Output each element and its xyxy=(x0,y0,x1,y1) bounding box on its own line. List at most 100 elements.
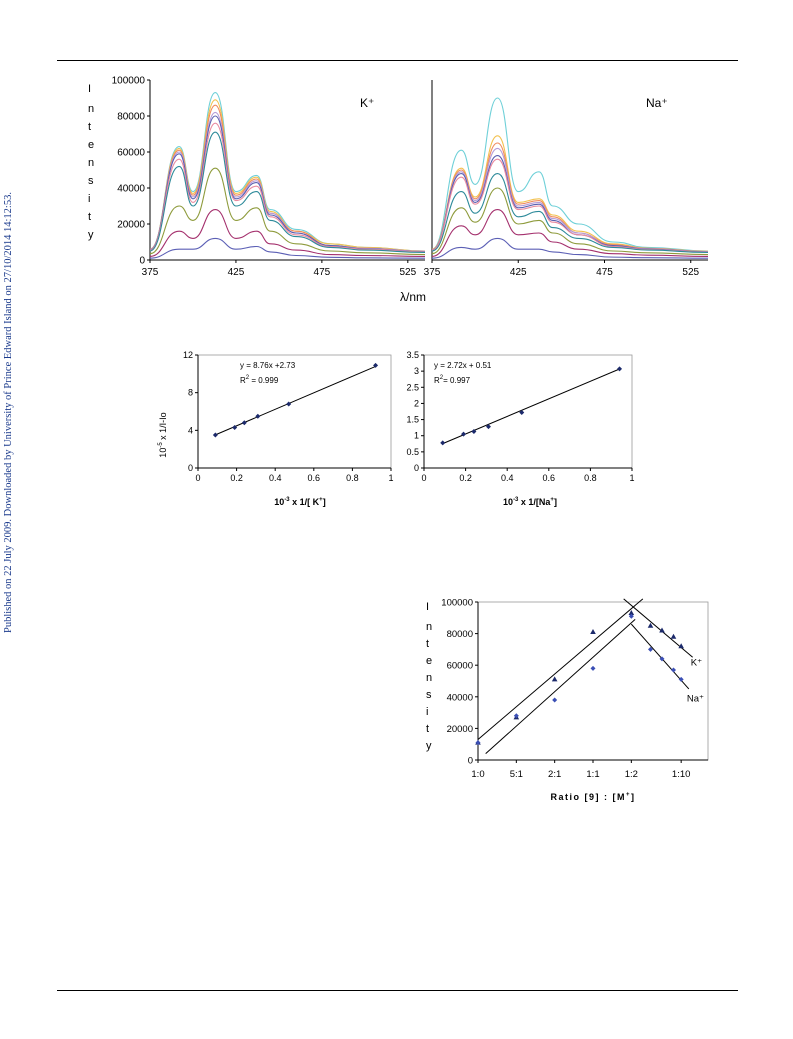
spectrum-series-8 xyxy=(431,187,709,256)
na-fit-equation: y = 2.72x + 0.51 xyxy=(434,361,492,370)
na-data-point xyxy=(475,740,481,746)
ylabel-letter-i: I xyxy=(88,83,91,95)
data-point xyxy=(471,429,477,435)
k-data-point xyxy=(590,629,596,635)
download-notice: Published on 22 July 2009. Downloaded by… xyxy=(3,192,14,633)
x-tick-label: 0 xyxy=(421,473,426,483)
x-tick-label: 0.4 xyxy=(269,473,282,483)
data-point xyxy=(617,366,623,372)
svg-text:t: t xyxy=(426,723,429,735)
na-data-point xyxy=(659,656,665,662)
na-data-point xyxy=(628,613,634,619)
spectrum-series-5 xyxy=(149,115,426,253)
data-point xyxy=(461,431,467,437)
ylabel-letter-y: y xyxy=(88,229,94,241)
spectrum-series-3 xyxy=(431,142,709,253)
x-tick-label: 1:1 xyxy=(586,769,599,780)
x-tick-label: 475 xyxy=(596,267,613,278)
x-tick-label: 0.2 xyxy=(459,473,472,483)
spectrum-series-6 xyxy=(431,158,709,253)
svg-text:y: y xyxy=(426,740,432,752)
spectrum-series-10 xyxy=(149,237,426,259)
job-plot-chart: I n t e n s i t y Ratio [9] : [M+] 0 2000… xyxy=(426,598,709,802)
spectra-panel-na: Na⁺ 375 425 475 525 xyxy=(424,80,709,278)
x-tick-label: 375 xyxy=(142,267,159,278)
k-data-point xyxy=(678,643,684,649)
y-tick-label: 40000 xyxy=(117,184,145,195)
y-tick-label: 40000 xyxy=(447,692,473,703)
x-tick-label: 0.8 xyxy=(584,473,597,483)
na-fit-r2: R2= 0.997 xyxy=(434,375,471,385)
series-label-k: K⁺ xyxy=(691,658,702,669)
job-ylabel: I n t e n s i t y xyxy=(426,601,432,752)
fit-line xyxy=(215,365,376,436)
y-tick-label: 0 xyxy=(414,463,419,473)
svg-text:e: e xyxy=(426,655,432,667)
data-point xyxy=(241,420,247,426)
k-fit-ylabel: 10-5 x 1/I-Io xyxy=(158,412,168,457)
series-label-na: Na⁺ xyxy=(687,693,704,704)
x-tick-label: 525 xyxy=(399,267,416,278)
svg-text:t: t xyxy=(426,638,429,650)
intensity-axis-title: I n t e n s i t y xyxy=(88,83,94,241)
y-tick-label: 1.5 xyxy=(406,415,419,425)
header-rule xyxy=(57,60,738,61)
y-tick-label: 0 xyxy=(188,463,193,473)
y-tick-label: 100000 xyxy=(112,76,146,87)
ylabel-letter-n1: n xyxy=(88,103,94,115)
svg-text:n: n xyxy=(426,621,432,633)
y-tick-label: 8 xyxy=(188,388,193,398)
ylabel-letter-t1: t xyxy=(88,121,91,133)
data-point xyxy=(255,413,261,419)
na-data-point xyxy=(513,713,519,719)
x-tick-label: 0.2 xyxy=(230,473,243,483)
plot-frame xyxy=(423,354,633,469)
panel-label-k: K⁺ xyxy=(360,96,374,110)
k-data-point xyxy=(659,627,665,633)
y-tick-label: 12 xyxy=(183,350,193,360)
x-tick-label: 375 xyxy=(424,267,441,278)
trend-line-2 xyxy=(485,619,636,755)
x-tick-label: 425 xyxy=(228,267,245,278)
na-fit-chart: y = 2.72x + 0.51 R2= 0.997 10-3 x 1/[Na+… xyxy=(406,350,634,507)
k-data-point xyxy=(647,622,654,628)
k-data-point xyxy=(628,610,635,616)
spectrum-series-7 xyxy=(149,131,426,253)
x-tick-label: 0.6 xyxy=(308,473,321,483)
ylabel-letter-s: s xyxy=(88,175,94,187)
footer-rule xyxy=(57,990,738,991)
na-data-point xyxy=(671,667,676,673)
y-tick-label: 0 xyxy=(468,756,473,767)
ylabel-letter-e: e xyxy=(88,139,94,151)
spectrum-series-5 xyxy=(431,155,709,253)
k-fit-xlabel: 10-3 x 1/[ K+] xyxy=(274,497,325,507)
x-tick-label: 5:1 xyxy=(510,769,523,780)
na-data-point xyxy=(552,697,558,703)
y-tick-label: 100000 xyxy=(441,598,473,609)
x-tick-label: 475 xyxy=(314,267,331,278)
x-tick-label: 525 xyxy=(682,267,699,278)
y-tick-label: 0.5 xyxy=(406,447,419,457)
x-tick-label: 0 xyxy=(195,473,200,483)
k-fit-r2: R2 = 0.999 xyxy=(240,375,279,385)
x-tick-label: 1:10 xyxy=(672,769,691,780)
panel-label-na: Na⁺ xyxy=(646,96,668,110)
spectrum-series-10 xyxy=(431,237,709,259)
y-tick-label: 20000 xyxy=(117,220,145,231)
x-tick-label: 2:1 xyxy=(548,769,561,780)
data-point xyxy=(485,424,491,430)
y-tick-label: 0 xyxy=(139,256,145,267)
ylabel-letter-t2: t xyxy=(88,211,91,223)
wavelength-axis-title: λ/nm xyxy=(400,290,426,304)
spectrum-series-7 xyxy=(431,173,709,253)
spectrum-series-1 xyxy=(431,97,709,252)
y-tick-label: 2 xyxy=(414,398,419,408)
job-xlabel: Ratio [9] : [M+] xyxy=(550,792,635,802)
y-tick-label: 4 xyxy=(188,425,193,435)
trend-line-3 xyxy=(623,598,693,658)
plot-frame xyxy=(477,601,709,761)
na-data-point xyxy=(648,646,653,652)
trend-line-4 xyxy=(630,623,690,690)
x-tick-label: 1:0 xyxy=(471,769,484,780)
data-point xyxy=(232,425,238,431)
